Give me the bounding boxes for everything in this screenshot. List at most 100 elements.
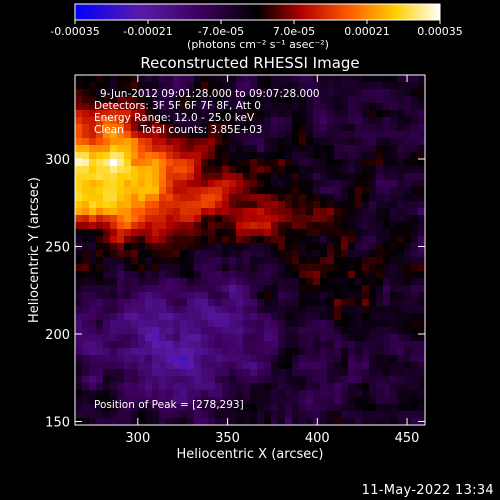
heatmap-pixel [369, 278, 377, 286]
heatmap-pixel [124, 383, 132, 391]
heatmap-pixel [355, 208, 363, 216]
heatmap-pixel [159, 390, 167, 398]
heatmap-pixel [306, 103, 314, 111]
heatmap-pixel [75, 264, 83, 272]
heatmap-pixel [152, 152, 160, 160]
heatmap-pixel [376, 89, 384, 97]
annotation-energy-range: Energy Range: 12.0 - 25.0 keV [94, 112, 255, 124]
heatmap-pixel [320, 404, 328, 412]
heatmap-pixel [306, 75, 314, 83]
heatmap-pixel [250, 306, 258, 314]
heatmap-pixel [194, 376, 202, 384]
heatmap-pixel [166, 236, 174, 244]
heatmap-pixel [306, 327, 314, 335]
heatmap-pixel [117, 236, 125, 244]
heatmap-pixel [299, 96, 307, 104]
heatmap-pixel [320, 180, 328, 188]
heatmap-pixel [348, 285, 356, 293]
heatmap-pixel [173, 222, 181, 230]
heatmap-pixel [187, 215, 195, 223]
heatmap-pixel [208, 390, 216, 398]
heatmap-pixel [89, 173, 97, 181]
heatmap-pixel [418, 369, 425, 377]
heatmap-pixel [82, 103, 90, 111]
heatmap-pixel [236, 418, 244, 425]
heatmap-pixel [187, 257, 195, 265]
heatmap-pixel [411, 82, 419, 90]
heatmap-pixel [236, 264, 244, 272]
heatmap-pixel [131, 271, 139, 279]
heatmap-pixel [236, 222, 244, 230]
heatmap-pixel [243, 334, 251, 342]
heatmap-pixel [299, 75, 307, 83]
heatmap-pixel [306, 320, 314, 328]
heatmap-pixel [152, 264, 160, 272]
heatmap-pixel [306, 397, 314, 405]
heatmap-pixel [369, 187, 377, 195]
heatmap-pixel [145, 264, 153, 272]
heatmap-pixel [285, 173, 293, 181]
heatmap-pixel [376, 117, 384, 125]
heatmap-pixel [264, 355, 272, 363]
heatmap-pixel [201, 173, 209, 181]
heatmap-pixel [166, 306, 174, 314]
heatmap-pixel [89, 327, 97, 335]
heatmap-pixel [236, 369, 244, 377]
heatmap-pixel [208, 82, 216, 90]
heatmap-pixel [215, 390, 223, 398]
heatmap-pixel [194, 369, 202, 377]
heatmap-pixel [208, 222, 216, 230]
heatmap-pixel [215, 383, 223, 391]
x-axis-label: Heliocentric X (arcsec) [177, 447, 324, 462]
heatmap-pixel [208, 138, 216, 146]
heatmap-pixel [131, 320, 139, 328]
heatmap-pixel [341, 341, 349, 349]
heatmap-pixel [131, 159, 139, 167]
heatmap-pixel [334, 145, 342, 153]
heatmap-pixel [117, 320, 125, 328]
heatmap-pixel [418, 362, 425, 370]
heatmap-pixel [313, 397, 321, 405]
heatmap-pixel [383, 299, 391, 307]
heatmap-pixel [264, 243, 272, 251]
heatmap-pixel [180, 404, 188, 412]
heatmap-pixel [278, 103, 286, 111]
heatmap-pixel [236, 320, 244, 328]
heatmap-pixel [145, 201, 153, 209]
heatmap-pixel [257, 152, 265, 160]
heatmap-pixel [292, 152, 300, 160]
heatmap-pixel [327, 131, 335, 139]
heatmap-pixel [390, 103, 398, 111]
heatmap-pixel [348, 96, 356, 104]
heatmap-pixel [110, 264, 118, 272]
heatmap-pixel [173, 145, 181, 153]
heatmap-pixel [369, 236, 377, 244]
heatmap-pixel [299, 124, 307, 132]
heatmap-pixel [376, 96, 384, 104]
heatmap-pixel [362, 138, 370, 146]
heatmap-pixel [320, 124, 328, 132]
heatmap-pixel [341, 159, 349, 167]
heatmap-pixel [376, 376, 384, 384]
heatmap-pixel [243, 390, 251, 398]
heatmap-pixel [299, 257, 307, 265]
heatmap-pixel [313, 369, 321, 377]
heatmap-pixel [75, 236, 83, 244]
heatmap-pixel [187, 96, 195, 104]
heatmap-pixel [145, 411, 153, 419]
heatmap-pixel [222, 313, 230, 321]
heatmap-pixel [208, 166, 216, 174]
heatmap-pixel [159, 173, 167, 181]
heatmap-pixel [257, 355, 265, 363]
heatmap-pixel [355, 397, 363, 405]
heatmap-pixel [152, 110, 160, 118]
heatmap-pixel [285, 159, 293, 167]
heatmap-pixel [376, 187, 384, 195]
heatmap-pixel [173, 376, 181, 384]
heatmap-pixel [131, 285, 139, 293]
heatmap-pixel [271, 257, 279, 265]
heatmap-pixel [229, 152, 237, 160]
heatmap-pixel [404, 208, 412, 216]
heatmap-pixel [173, 124, 181, 132]
heatmap-pixel [145, 103, 153, 111]
